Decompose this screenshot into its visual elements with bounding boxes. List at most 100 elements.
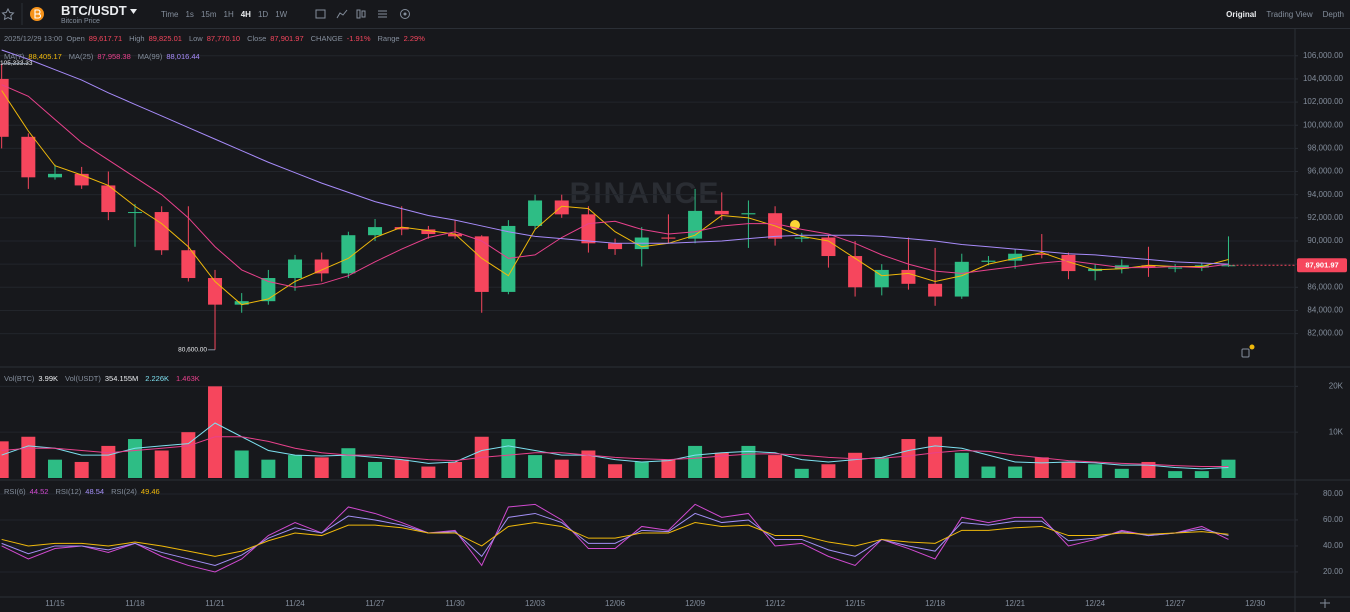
candle-body: [288, 259, 303, 279]
legend-value: 88,405.17: [28, 52, 62, 61]
x-tick-label: 12/18: [925, 599, 946, 608]
interval-option[interactable]: 1D: [257, 10, 269, 19]
candle-body: [154, 212, 169, 251]
view-option[interactable]: Depth: [1322, 10, 1344, 19]
candle-body: [314, 259, 329, 274]
volume-bar: [528, 455, 543, 478]
candle-body: [341, 235, 356, 274]
candle-body: [901, 269, 916, 284]
interval-option[interactable]: 1H: [223, 10, 234, 19]
indicator-icon[interactable]: [336, 9, 348, 19]
info-label: Close: [247, 34, 267, 43]
info-value: 89,617.71: [88, 34, 123, 43]
candle-body: [821, 237, 836, 257]
x-tick-label: 11/24: [285, 599, 305, 608]
candle-body: [1168, 267, 1183, 269]
dropdown-caret[interactable]: [130, 9, 138, 15]
fullscreen-icon[interactable]: [1320, 599, 1330, 608]
candle-body: [528, 200, 543, 226]
volume-bar: [1034, 457, 1049, 478]
view-list: Original Trading View Depth: [1226, 10, 1344, 19]
volume-bar: [1168, 471, 1183, 478]
volume-bar: [1061, 461, 1076, 478]
symbol[interactable]: BTC/USDT: [61, 3, 138, 18]
candle-body: [741, 213, 756, 215]
x-tick-label: 12/03: [525, 599, 546, 608]
interval-list: Time 1s 15m 1H 4H 1D 1W: [161, 10, 287, 19]
volume-bar: [688, 445, 703, 478]
candle-body: [661, 237, 676, 239]
x-tick-label: 12/09: [685, 599, 706, 608]
alarm-icon[interactable]: [1241, 344, 1255, 358]
volume-bar: [634, 461, 649, 478]
view-option[interactable]: Original: [1226, 10, 1257, 19]
legend-value: 48.54: [85, 487, 105, 496]
candle-body: [581, 214, 596, 244]
y-tick-label: 80.00: [1323, 489, 1344, 498]
legend-value: 44.52: [29, 487, 49, 496]
legend-value: 354.155M: [104, 374, 139, 383]
interval-option[interactable]: 1W: [275, 10, 288, 19]
view-option[interactable]: Trading View: [1266, 10, 1313, 19]
candle-body: [421, 229, 436, 235]
volume-bar: [314, 457, 329, 478]
volume-bar: [768, 455, 783, 478]
volume-bar: [928, 436, 943, 478]
series-line: [1, 436, 1229, 468]
candle-body: [1141, 265, 1156, 268]
candle-body: [474, 236, 489, 292]
series-line: [1, 503, 1229, 573]
interval-option[interactable]: Time: [161, 10, 179, 19]
volume-bar: [101, 445, 116, 478]
candle-body: [688, 210, 703, 239]
volume-bar: [448, 461, 463, 478]
favorite-icon[interactable]: [1, 7, 15, 21]
info-label: Open: [66, 34, 85, 43]
candle-body: [21, 136, 36, 178]
y-tick-label: 106,000.00: [1303, 51, 1344, 60]
x-tick-label: 12/24: [1085, 599, 1106, 608]
interval-option[interactable]: 1s: [185, 10, 194, 19]
last-price-label: 87,901.97: [1305, 260, 1338, 269]
info-value: -1.91%: [346, 34, 371, 43]
candle-body: [501, 225, 516, 292]
series-line: [1, 49, 1229, 265]
interval-option[interactable]: 4H: [240, 10, 251, 19]
volume-bar: [1194, 471, 1209, 478]
tool-icons: [315, 9, 410, 19]
volume-bar: [48, 459, 62, 478]
candle-body: [74, 173, 89, 186]
volume-bar: [1221, 459, 1236, 478]
volume-bar: [1008, 466, 1023, 478]
watermark: BINANCE: [570, 177, 721, 210]
calendar-icon[interactable]: [315, 9, 326, 19]
volume-bar: [74, 461, 89, 478]
y-tick-label: 84,000.00: [1307, 306, 1343, 315]
x-tick-label: 12/06: [605, 599, 626, 608]
more-icon[interactable]: [400, 9, 410, 19]
legend-value: 2.226K: [145, 374, 170, 383]
volume-bar: [714, 452, 729, 478]
candle-body: [928, 283, 943, 297]
symbol-text[interactable]: BTC/USDT: [61, 3, 127, 18]
series-line: [1, 84, 1229, 288]
volume-bar: [981, 466, 996, 478]
volume-bar: [341, 448, 356, 478]
info-label: CHANGE: [310, 34, 343, 43]
legend-name: MA(99): [137, 52, 163, 61]
y-tick-label: 94,000.00: [1307, 190, 1343, 199]
volume-bar: [208, 386, 223, 478]
candle-body: [608, 243, 623, 250]
candle-body: [1061, 254, 1076, 272]
ohlc-info: 2025/12/29 13:00 Open 89,617.71 High 89,825.…: [4, 34, 428, 43]
interval-option[interactable]: 15m: [200, 10, 217, 19]
y-tick-label: 98,000.00: [1307, 143, 1343, 152]
candle-body: [1034, 253, 1049, 255]
candle-body: [181, 250, 196, 279]
chart-type-icon[interactable]: [356, 9, 361, 19]
volume-bar: [821, 464, 836, 478]
volume-bar: [368, 461, 383, 478]
legend-value: 3.99K: [38, 374, 59, 383]
